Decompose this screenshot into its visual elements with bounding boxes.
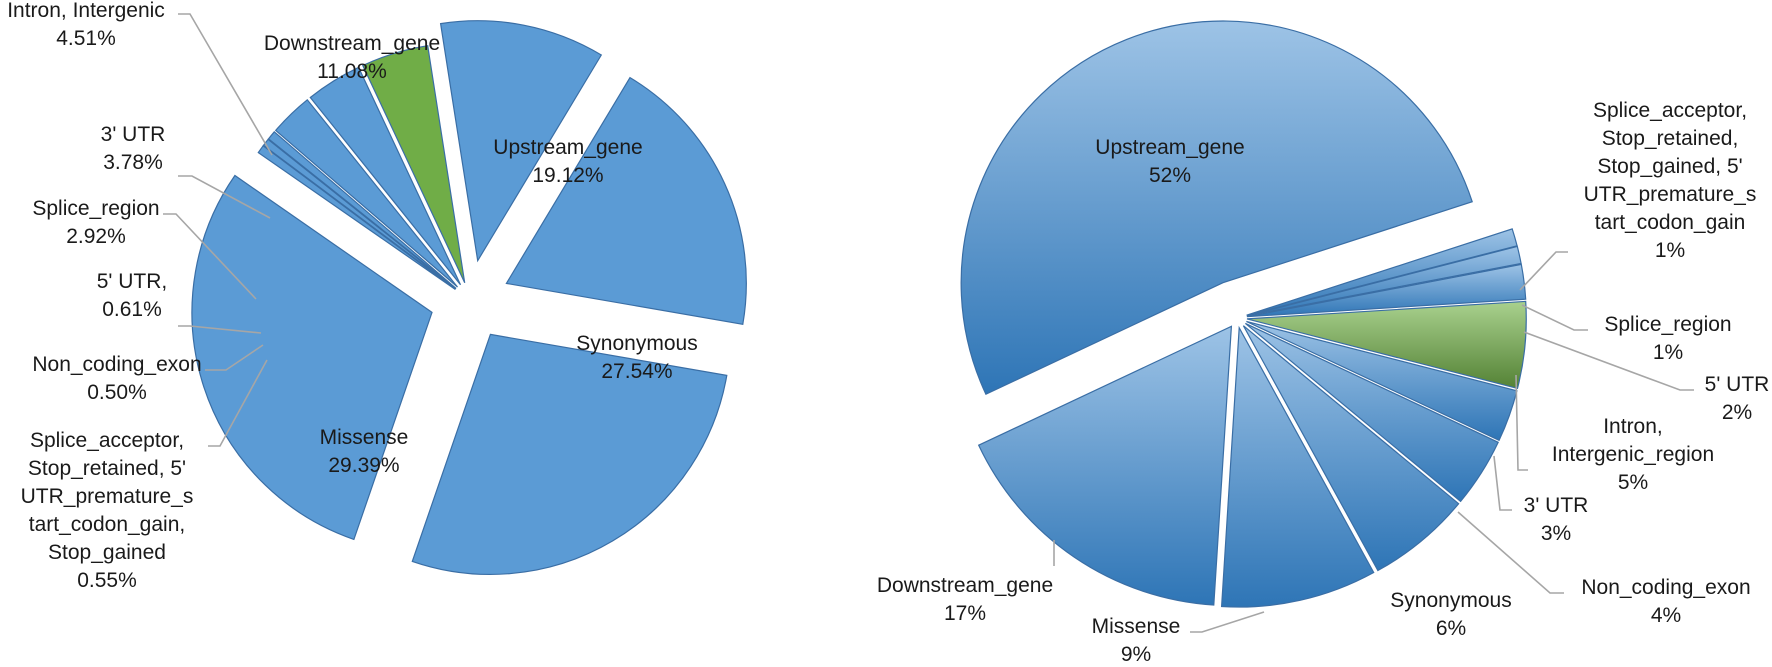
leader-line-splice-acceptor-stop-retained-5-utr-premature-start-codon-gain-stop-gained (208, 359, 268, 447)
data-label-name-non-coding-exon-0: Non_coding_exon (1581, 576, 1750, 599)
pie-slice-5-utr (267, 130, 457, 289)
data-label-name-non-coding-exon-0: Non_coding_exon (32, 353, 201, 376)
leader-line-missense (1190, 611, 1265, 633)
pie-slice-intron-intergenic (362, 45, 466, 284)
data-label-name-3-utr-0: 3' UTR (1524, 494, 1589, 517)
left-pie-chart: Upstream_gene 19.12% Synonymous 27.54% Misse… (7, 0, 747, 592)
data-label-name-splice-acceptor-stop-retained-stop-gained-5-utr-premature-start-codon-gain-4: tart_codon_gain (1595, 211, 1746, 234)
data-label-value-non-coding-exon: 0.50% (87, 381, 147, 404)
data-label-name-synonymous-0: Synonymous (576, 332, 697, 355)
pie-slice-non-coding-exon (1245, 322, 1499, 503)
data-label-name-splice-acceptor-stop-retained-stop-gained-5-utr-premature-start-codon-gain-0: Splice_acceptor, (1593, 99, 1747, 122)
data-label-value-splice-acceptor-stop-retained-5-utr-premature-start-codon-gain-stop-gained: 0.55% (77, 569, 137, 592)
data-label-value-missense: 29.39% (328, 454, 399, 477)
pie-slice-3-utr (309, 66, 462, 286)
data-label-name-splice-acceptor-stop-retained-5-utr-premature-start-codon-gain-stop-gained-0: Splice_acceptor, (30, 429, 184, 452)
data-label-name-splice-acceptor-stop-retained-stop-gained-5-utr-premature-start-codon-gain-2: Stop_gained, 5' (1597, 155, 1742, 178)
data-label-value-synonymous: 27.54% (601, 360, 672, 383)
data-label-name-synonymous-0: Synonymous (1390, 589, 1511, 612)
data-label-name-missense-0: Missense (320, 426, 409, 449)
data-label-name-downstream-gene-0: Downstream_gene (264, 32, 440, 55)
pie-slice-missense (191, 174, 433, 541)
data-label-value-downstream-gene: 11.08% (317, 60, 387, 83)
leader-line-5-utr (1523, 331, 1694, 391)
data-label-value-splice-region: 1% (1653, 341, 1683, 364)
pie-slice-upstream-gene (960, 20, 1473, 395)
data-label-value-3-utr: 3% (1541, 522, 1571, 545)
data-label-name-splice-acceptor-stop-retained-stop-gained-5-utr-premature-start-codon-gain-1: Stop_retained, (1602, 127, 1739, 150)
leader-line-splice-region (163, 213, 257, 300)
pie-slice-synonymous (1242, 325, 1460, 572)
leader-line-3-utr (1493, 455, 1512, 511)
data-label-name-intron-intergenic-region-0: Intron, (1603, 415, 1663, 438)
data-label-value-5-utr: 2% (1722, 401, 1752, 424)
data-label-name-5-utr-0: 5' UTR (1705, 373, 1770, 396)
data-label-value-splice-region: 2.92% (66, 225, 126, 248)
data-label-name-splice-acceptor-stop-retained-5-utr-premature-start-codon-gain-stop-gained-4: Stop_gained (48, 541, 166, 564)
pie-slice-splice-region (274, 98, 458, 288)
pie-slice-missense (1220, 325, 1375, 608)
pie-slice-downstream-gene (977, 325, 1233, 606)
data-label-name-splice-region-0: Splice_region (1604, 313, 1731, 336)
leader-line-5-utr (178, 325, 262, 334)
data-label-value-intron-intergenic: 4.51% (56, 27, 116, 50)
data-label-name-splice-acceptor-stop-retained-5-utr-premature-start-codon-gain-stop-gained-3: tart_codon_gain, (29, 513, 185, 536)
data-label-value-non-coding-exon: 4% (1651, 604, 1681, 627)
leader-line-non-coding-exon (205, 344, 264, 371)
data-label-name-splice-region-0: Splice_region (32, 197, 159, 220)
data-label-value-missense: 9% (1121, 643, 1151, 666)
leader-line-intron-intergenic (178, 13, 273, 156)
data-label-name-splice-acceptor-stop-retained-5-utr-premature-start-codon-gain-stop-gained-1: Stop_retained, 5' (28, 457, 186, 480)
data-label-value-upstream-gene: 52% (1149, 164, 1191, 187)
leader-line-non-coding-exon (1457, 511, 1564, 594)
pie-slice-splice-region (1246, 245, 1522, 317)
pie-slice-non-coding-exon (262, 138, 457, 290)
right-pie-chart: Upstream_gene 52% Splice_acceptor, Stop_ret… (877, 20, 1770, 666)
data-label-name-3-utr-0: 3' UTR (101, 123, 166, 146)
data-label-value-upstream-gene: 19.12% (532, 164, 603, 187)
data-label-value-intron-intergenic-region: 5% (1618, 471, 1648, 494)
data-label-name-upstream-gene-0: Upstream_gene (493, 136, 642, 159)
data-label-name-splice-acceptor-stop-retained-5-utr-premature-start-codon-gain-stop-gained-2: UTR_premature_s (21, 485, 194, 508)
pie-slice-downstream-gene (439, 20, 603, 263)
data-label-value-3-utr: 3.78% (103, 151, 163, 174)
leader-line-splice-acceptor-stop-retained-stop-gained-5-utr-premature-start-codon-gain (1519, 251, 1568, 291)
pie-slice-intron-intergenic-region (1246, 300, 1527, 390)
data-label-name-downstream-gene-0: Downstream_gene (877, 574, 1053, 597)
pie-slice-splice-acceptor-stop-retained-stop-gained-5-utr-premature-start-codon-gain (1246, 228, 1518, 316)
data-label-name-upstream-gene-0: Upstream_gene (1095, 136, 1244, 159)
pie-slice-upstream-gene (505, 76, 747, 325)
data-label-name-5-utr-0: 5' UTR, (97, 270, 168, 293)
leader-line-splice-region (1521, 304, 1588, 331)
leader-line-intron-intergenic-region (1515, 374, 1528, 471)
data-label-name-missense-0: Missense (1092, 615, 1181, 638)
pie-slice-5-utr (1246, 263, 1527, 318)
data-label-name-splice-acceptor-stop-retained-stop-gained-5-utr-premature-start-codon-gain-3: UTR_premature_s (1584, 183, 1757, 206)
data-label-value-downstream-gene: 17% (944, 602, 986, 625)
leader-line-3-utr (178, 175, 271, 219)
data-label-value-synonymous: 6% (1436, 617, 1466, 640)
data-label-name-intron-intergenic-region-1: Intergenic_region (1552, 443, 1714, 466)
data-label-value-splice-acceptor-stop-retained-stop-gained-5-utr-premature-start-codon-gain: 1% (1655, 239, 1685, 262)
data-label-name-intron-intergenic-0: Intron, Intergenic (7, 0, 165, 22)
pie-slice-synonymous (411, 333, 728, 576)
data-label-value-5-utr: 0.61% (102, 298, 162, 321)
